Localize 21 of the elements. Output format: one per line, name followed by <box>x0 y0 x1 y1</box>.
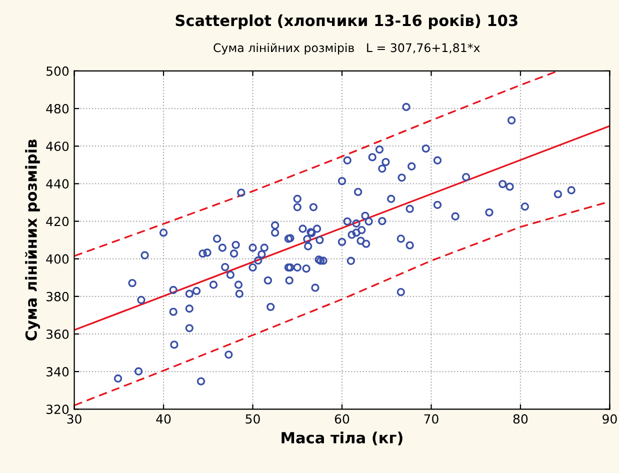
x-tick-label: 30 <box>67 414 82 424</box>
y-tick-label: 420 <box>46 216 69 226</box>
y-tick-label: 500 <box>46 66 69 76</box>
chart-title: Scatterplot (хлопчики 13-16 років) 103 <box>176 14 518 30</box>
y-axis-title: Сума лінійних розмірів <box>25 139 40 341</box>
chart-subtitle: Сума лінійних розмірів L = 307,76+1,81*x <box>214 43 480 54</box>
y-tick-label: 360 <box>46 329 69 339</box>
x-tick-label: 80 <box>513 414 528 424</box>
y-tick-label: 320 <box>46 404 69 414</box>
y-tick-label: 460 <box>46 142 69 152</box>
x-tick-label: 70 <box>424 414 438 424</box>
x-tick-label: 40 <box>156 414 171 424</box>
x-tick-label: 50 <box>246 414 260 424</box>
x-axis-title: Маса тіла (кг) <box>282 432 402 446</box>
y-tick-label: 440 <box>46 179 69 189</box>
x-tick-label: 60 <box>334 414 350 424</box>
x-tick-label: 90 <box>602 414 617 424</box>
y-tick-label: 340 <box>46 367 69 376</box>
y-tick-label: 380 <box>46 292 69 302</box>
y-tick-label: 400 <box>46 254 69 264</box>
y-tick-label: 480 <box>46 104 69 114</box>
